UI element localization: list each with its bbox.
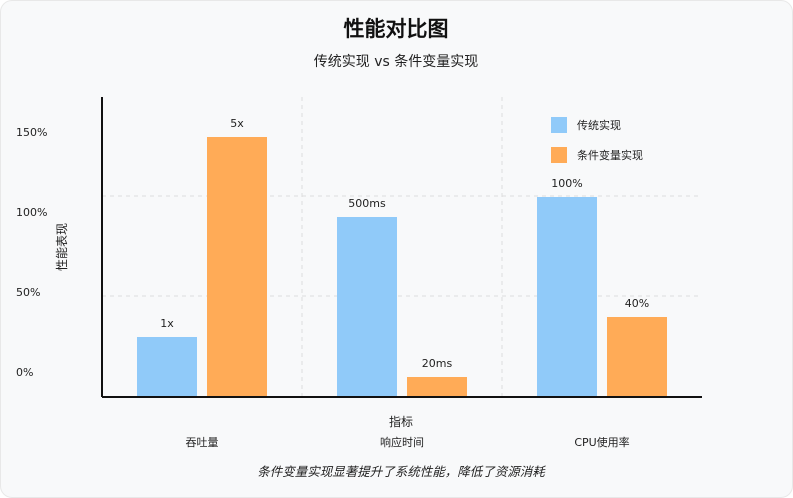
chart-subtitle: 传统实现 vs 条件变量实现 — [314, 53, 478, 70]
chart-caption: 条件变量实现显著提升了系统性能，降低了资源消耗 — [257, 464, 546, 479]
chart-title: 性能对比图 — [344, 17, 449, 41]
legend-swatch — [551, 117, 567, 133]
y-tick-label: 0% — [16, 366, 33, 379]
legend-swatch — [551, 147, 567, 163]
bar-value-label: 40% — [625, 297, 649, 310]
bar-value-label: 20ms — [422, 357, 453, 370]
legend-label: 传统实现 — [577, 118, 621, 132]
bar — [407, 377, 467, 397]
bar-value-label: 5x — [230, 117, 244, 130]
x-tick-label: CPU使用率 — [574, 435, 629, 449]
x-axis-title: 指标 — [389, 414, 413, 429]
bar — [537, 197, 597, 397]
bar-value-label: 1x — [160, 317, 174, 330]
bar — [137, 337, 197, 397]
bar — [607, 317, 667, 397]
x-tick-label: 响应时间 — [380, 435, 424, 449]
legend-label: 条件变量实现 — [577, 148, 643, 162]
y-axis-title: 性能表现 — [55, 223, 69, 271]
bar — [337, 217, 397, 397]
y-tick-label: 150% — [16, 126, 47, 139]
y-tick-label: 50% — [16, 286, 40, 299]
x-tick-label: 吞吐量 — [186, 436, 219, 449]
bar-value-label: 100% — [551, 177, 582, 190]
y-tick-label: 100% — [16, 206, 47, 219]
bar — [207, 137, 267, 397]
bar-value-label: 500ms — [348, 197, 386, 210]
